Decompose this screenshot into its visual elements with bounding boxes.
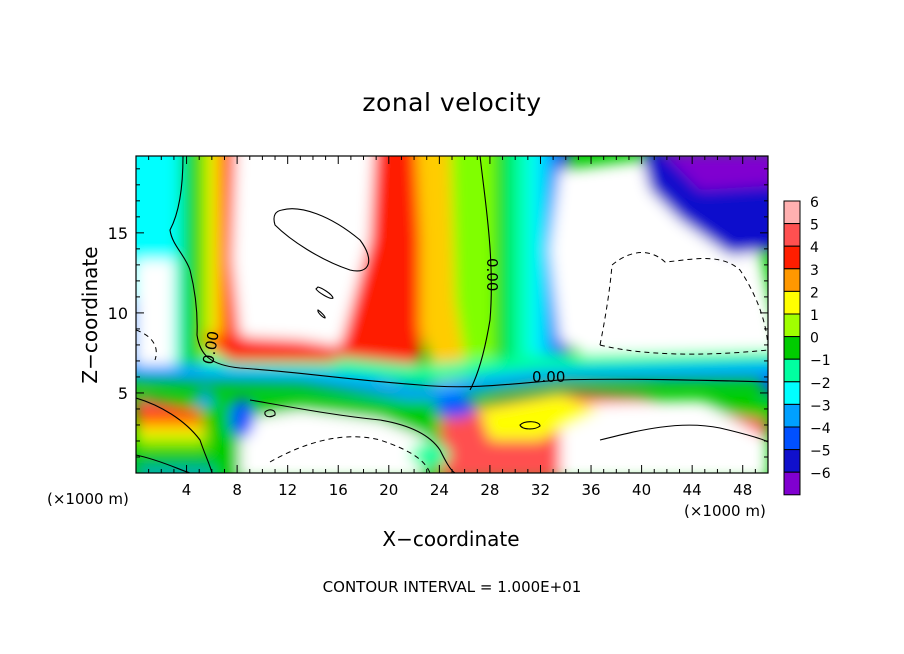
contour-lines [136,156,768,473]
colorbar-label: −6 [810,466,831,482]
colorbar-label: −3 [810,398,831,414]
colorbar-label: 6 [810,195,819,211]
colorbar-label: 1 [810,308,819,324]
colorbar-swatch [783,245,801,270]
y-tick-label: 5 [118,384,128,403]
chart-title: zonal velocity [362,88,542,117]
x-tick-label: 20 [379,481,398,499]
x-axis: 4 8 12 16 20 24 28 32 36 40 44 48 [148,156,756,499]
colorbar-swatch [783,336,801,360]
colorbar-label: −4 [810,421,831,437]
heatmap-field [136,156,768,473]
colorbar-swatch [783,381,801,405]
x-tick-label: 24 [430,481,449,499]
colorbar-swatch [783,268,801,292]
contour-label: 0.00 [483,258,501,291]
x-tick-label: 44 [683,481,702,499]
colorbar-swatch [783,223,801,247]
colorbar-label: 5 [810,218,819,234]
colorbar: 6 5 4 3 2 1 0 −1 −2 −3 −4 −5 −6 [783,195,831,496]
x-tick-label: 12 [278,481,297,499]
colorbar-swatch [783,200,801,225]
y-axis: 5 10 15 [108,168,768,458]
contour-label: 0.00 [199,330,223,366]
x-axis-label: X−coordinate [382,527,520,551]
colorbar-swatch [783,313,801,338]
colorbar-swatch [783,358,801,383]
contour-label: 0.00 [532,368,565,386]
colorbar-label: 4 [810,240,819,256]
x-tick-label: 36 [581,481,600,499]
x-unit-label-right: (×1000 m) [684,502,766,520]
colorbar-label: −5 [810,444,831,460]
x-tick-label: 28 [480,481,499,499]
colorbar-swatch [783,471,801,496]
y-tick-label: 15 [108,224,128,243]
negative-contours [136,252,768,473]
y-tick-label: 10 [108,304,128,323]
contour-interval-note: CONTOUR INTERVAL = 1.000E+01 [322,578,582,596]
colorbar-swatch [783,290,801,315]
colorbar-label: 2 [810,285,819,301]
contour-label-group: 0.00 0.00 0.00 [199,258,565,386]
x-tick-label: 32 [531,481,550,499]
x-tick-label: 16 [329,481,348,499]
x-unit-label-left: (×1000 m) [47,490,129,508]
y-axis-label: Z−coordinate [78,246,102,384]
x-tick-label: 4 [182,481,192,499]
colorbar-label: −2 [810,376,831,392]
x-tick-label: 8 [232,481,242,499]
colorbar-swatch [783,449,801,473]
x-tick-label: 48 [733,481,752,499]
colorbar-swatch [783,403,801,428]
x-tick-label: 40 [632,481,651,499]
colorbar-label: −1 [810,353,831,369]
colorbar-label: 3 [810,263,819,279]
colorbar-label: 0 [810,331,819,347]
colorbar-swatch [783,426,801,451]
